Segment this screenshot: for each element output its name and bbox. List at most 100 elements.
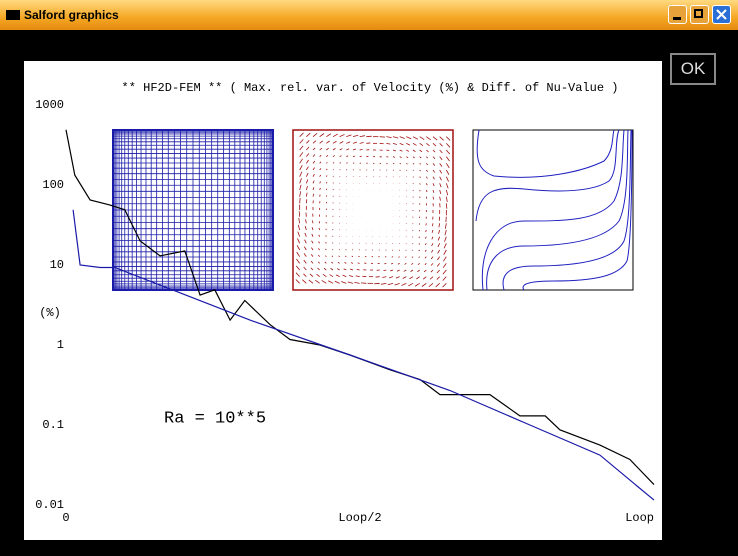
vector-arrow — [326, 147, 329, 151]
vector-arrow — [304, 226, 307, 231]
vector-arrow — [318, 227, 321, 231]
vector-arrow — [419, 156, 422, 159]
vector-arrow — [386, 149, 390, 152]
vector-arrow — [311, 220, 314, 224]
vector-arrow — [392, 136, 399, 139]
close-button[interactable] — [712, 5, 731, 24]
vector-arrow — [426, 143, 430, 147]
vector-arrow — [339, 148, 343, 151]
vector-arrow — [332, 155, 335, 157]
vector-arrow — [430, 263, 434, 266]
vector-arrow — [442, 263, 447, 268]
vector-arrow — [359, 155, 362, 158]
maximize-button[interactable] — [690, 5, 709, 24]
vector-arrow — [406, 136, 412, 140]
vector-arrow — [331, 261, 334, 264]
series-line — [72, 209, 655, 501]
chart-background — [24, 61, 662, 540]
vector-arrow — [410, 269, 414, 272]
vector-arrow — [446, 143, 451, 148]
vector-arrow — [396, 269, 400, 272]
vector-arrow — [419, 136, 425, 140]
vector-arrow — [398, 256, 400, 258]
vector-arrow — [419, 163, 421, 165]
vector-arrow — [399, 136, 405, 139]
vector-arrow — [319, 161, 322, 164]
vector-arrow — [299, 191, 302, 197]
vector-arrow — [318, 234, 321, 237]
vector-arrow — [339, 162, 342, 164]
vector-arrow — [406, 156, 409, 159]
vector-arrow — [418, 243, 420, 245]
vector-arrow — [337, 261, 340, 264]
vector-arrow — [299, 145, 304, 151]
vector-arrow — [404, 262, 407, 265]
vector-arrow — [317, 261, 320, 264]
vector-arrow — [431, 229, 434, 233]
vector-arrow — [439, 136, 444, 141]
vector-arrow — [412, 169, 414, 171]
vector-arrow — [296, 245, 301, 251]
vector-arrow — [356, 268, 360, 271]
vector-arrow — [428, 283, 434, 288]
vector-arrow — [296, 251, 301, 257]
vector-arrow — [352, 148, 356, 151]
vector-arrow — [298, 217, 301, 224]
vector-arrow — [312, 167, 315, 171]
vector-arrow — [425, 189, 428, 193]
vector-arrow — [319, 168, 322, 171]
vector-arrow — [439, 176, 442, 181]
vector-arrow — [318, 248, 320, 251]
vector-arrow — [325, 181, 328, 184]
vector-arrow — [445, 176, 449, 182]
vector-arrow — [355, 275, 360, 278]
vector-arrow — [319, 133, 325, 137]
vector-arrow — [310, 254, 314, 257]
window-icon — [6, 10, 20, 20]
vector-arrow — [399, 162, 402, 165]
vector-arrow — [319, 181, 321, 184]
vector-arrow — [412, 136, 418, 140]
vector-arrow — [343, 268, 347, 271]
vector-arrow — [351, 255, 354, 258]
vector-arrow — [424, 249, 427, 252]
vector-arrow — [432, 196, 435, 200]
vector-arrow — [390, 262, 394, 265]
vector-arrow — [432, 136, 438, 141]
vector-arrow — [326, 162, 328, 164]
vector-arrow — [312, 132, 318, 137]
minimize-button[interactable] — [668, 5, 687, 24]
vector-arrow — [317, 267, 320, 271]
vector-arrow — [357, 262, 360, 264]
vector-arrow — [306, 132, 311, 137]
vector-arrow — [325, 241, 327, 244]
vector-arrow — [299, 139, 304, 144]
vector-arrow — [389, 276, 394, 279]
vector-arrow — [439, 189, 442, 194]
vector-arrow — [319, 140, 324, 144]
vector-arrow — [419, 169, 421, 172]
vector-arrow — [321, 280, 327, 284]
vector-arrow — [392, 162, 395, 165]
vector-arrow — [305, 179, 309, 184]
ok-button[interactable]: OK — [670, 53, 716, 85]
vector-arrow — [422, 276, 427, 280]
vector-arrow — [352, 134, 359, 138]
vector-arrow — [412, 149, 416, 152]
vector-arrow — [346, 148, 350, 151]
close-icon — [716, 9, 727, 20]
vector-border — [292, 129, 454, 291]
vector-arrow — [305, 219, 307, 224]
vector-arrow — [311, 233, 314, 237]
vector-arrow — [432, 163, 436, 166]
vector-arrow — [438, 223, 441, 228]
vector-arrow — [425, 223, 427, 226]
vector-arrow — [431, 243, 434, 247]
vector-arrow — [419, 143, 424, 146]
vector-arrow — [432, 189, 435, 193]
vector-arrow — [402, 276, 407, 279]
vector-arrow — [417, 269, 420, 273]
vector-arrow — [332, 140, 337, 144]
vector-arrow — [401, 282, 407, 286]
vector-arrow — [429, 276, 434, 280]
